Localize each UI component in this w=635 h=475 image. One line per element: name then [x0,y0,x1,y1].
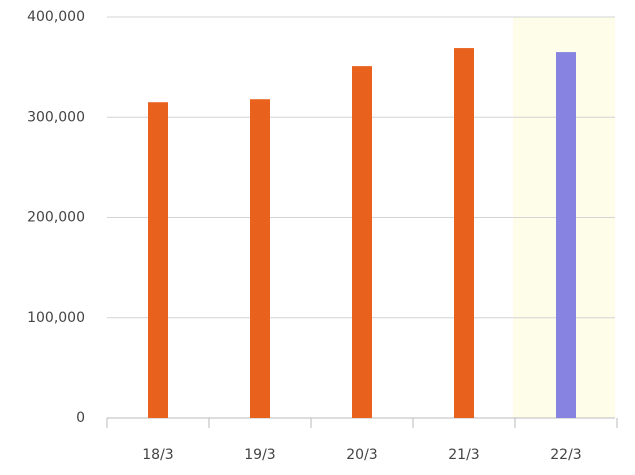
bar [556,52,576,419]
x-tick-label: 19/3 [244,447,275,463]
x-tick-label: 22/3 [550,447,581,463]
y-tick-label: 200,000 [27,210,85,226]
y-tick-label: 300,000 [27,109,85,125]
x-tick-label: 18/3 [142,447,173,463]
bar [250,99,270,418]
bar [148,102,168,419]
bar [352,66,372,418]
y-tick-label: 0 [76,410,85,426]
y-tick-label: 400,000 [27,9,85,25]
bar [454,48,474,418]
x-tick-label: 20/3 [346,447,377,463]
y-tick-label: 100,000 [27,310,85,326]
x-tick-label: 21/3 [448,447,479,463]
